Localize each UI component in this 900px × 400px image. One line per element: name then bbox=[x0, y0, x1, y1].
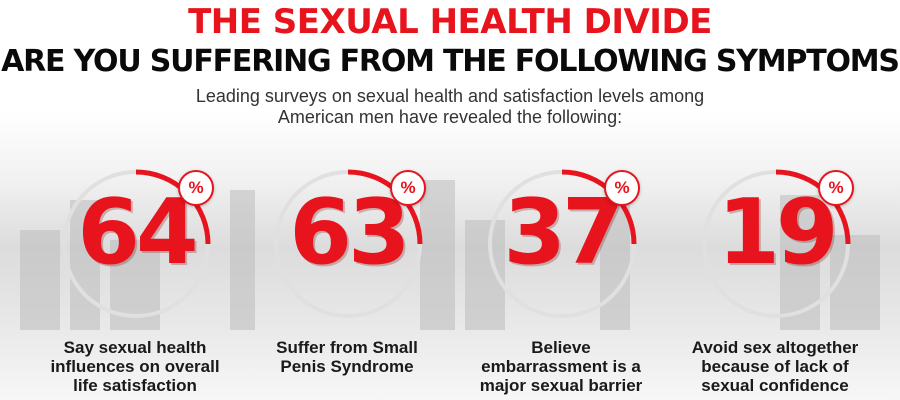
stat-label: Say sexual health influences on overall … bbox=[50, 338, 220, 395]
stat-value: 37 bbox=[503, 180, 624, 285]
stat-label: Believe embarrassment is a major sexual … bbox=[479, 338, 643, 395]
stat-value: 64 bbox=[77, 180, 198, 285]
intro-line-1: Leading surveys on sexual health and sat… bbox=[195, 86, 705, 106]
stat-value: 19 bbox=[717, 180, 838, 285]
intro-line-2: American men have revealed the following… bbox=[277, 107, 623, 127]
percent-badge: % bbox=[178, 170, 214, 206]
stat-label: Avoid sex altogether because of lack of … bbox=[691, 338, 859, 395]
page-subtitle: ARE YOU SUFFERING FROM THE FOLLOWING SYM… bbox=[1, 44, 900, 79]
percent-badge: % bbox=[604, 170, 640, 206]
stat-value: 63 bbox=[289, 180, 410, 285]
page-title: THE SEXUAL HEALTH DIVIDE bbox=[188, 2, 712, 42]
percent-badge: % bbox=[818, 170, 854, 206]
percent-badge: % bbox=[390, 170, 426, 206]
stat-label: Suffer from Small Penis Syndrome bbox=[276, 338, 418, 376]
intro-text: Leading surveys on sexual health and sat… bbox=[0, 86, 900, 128]
